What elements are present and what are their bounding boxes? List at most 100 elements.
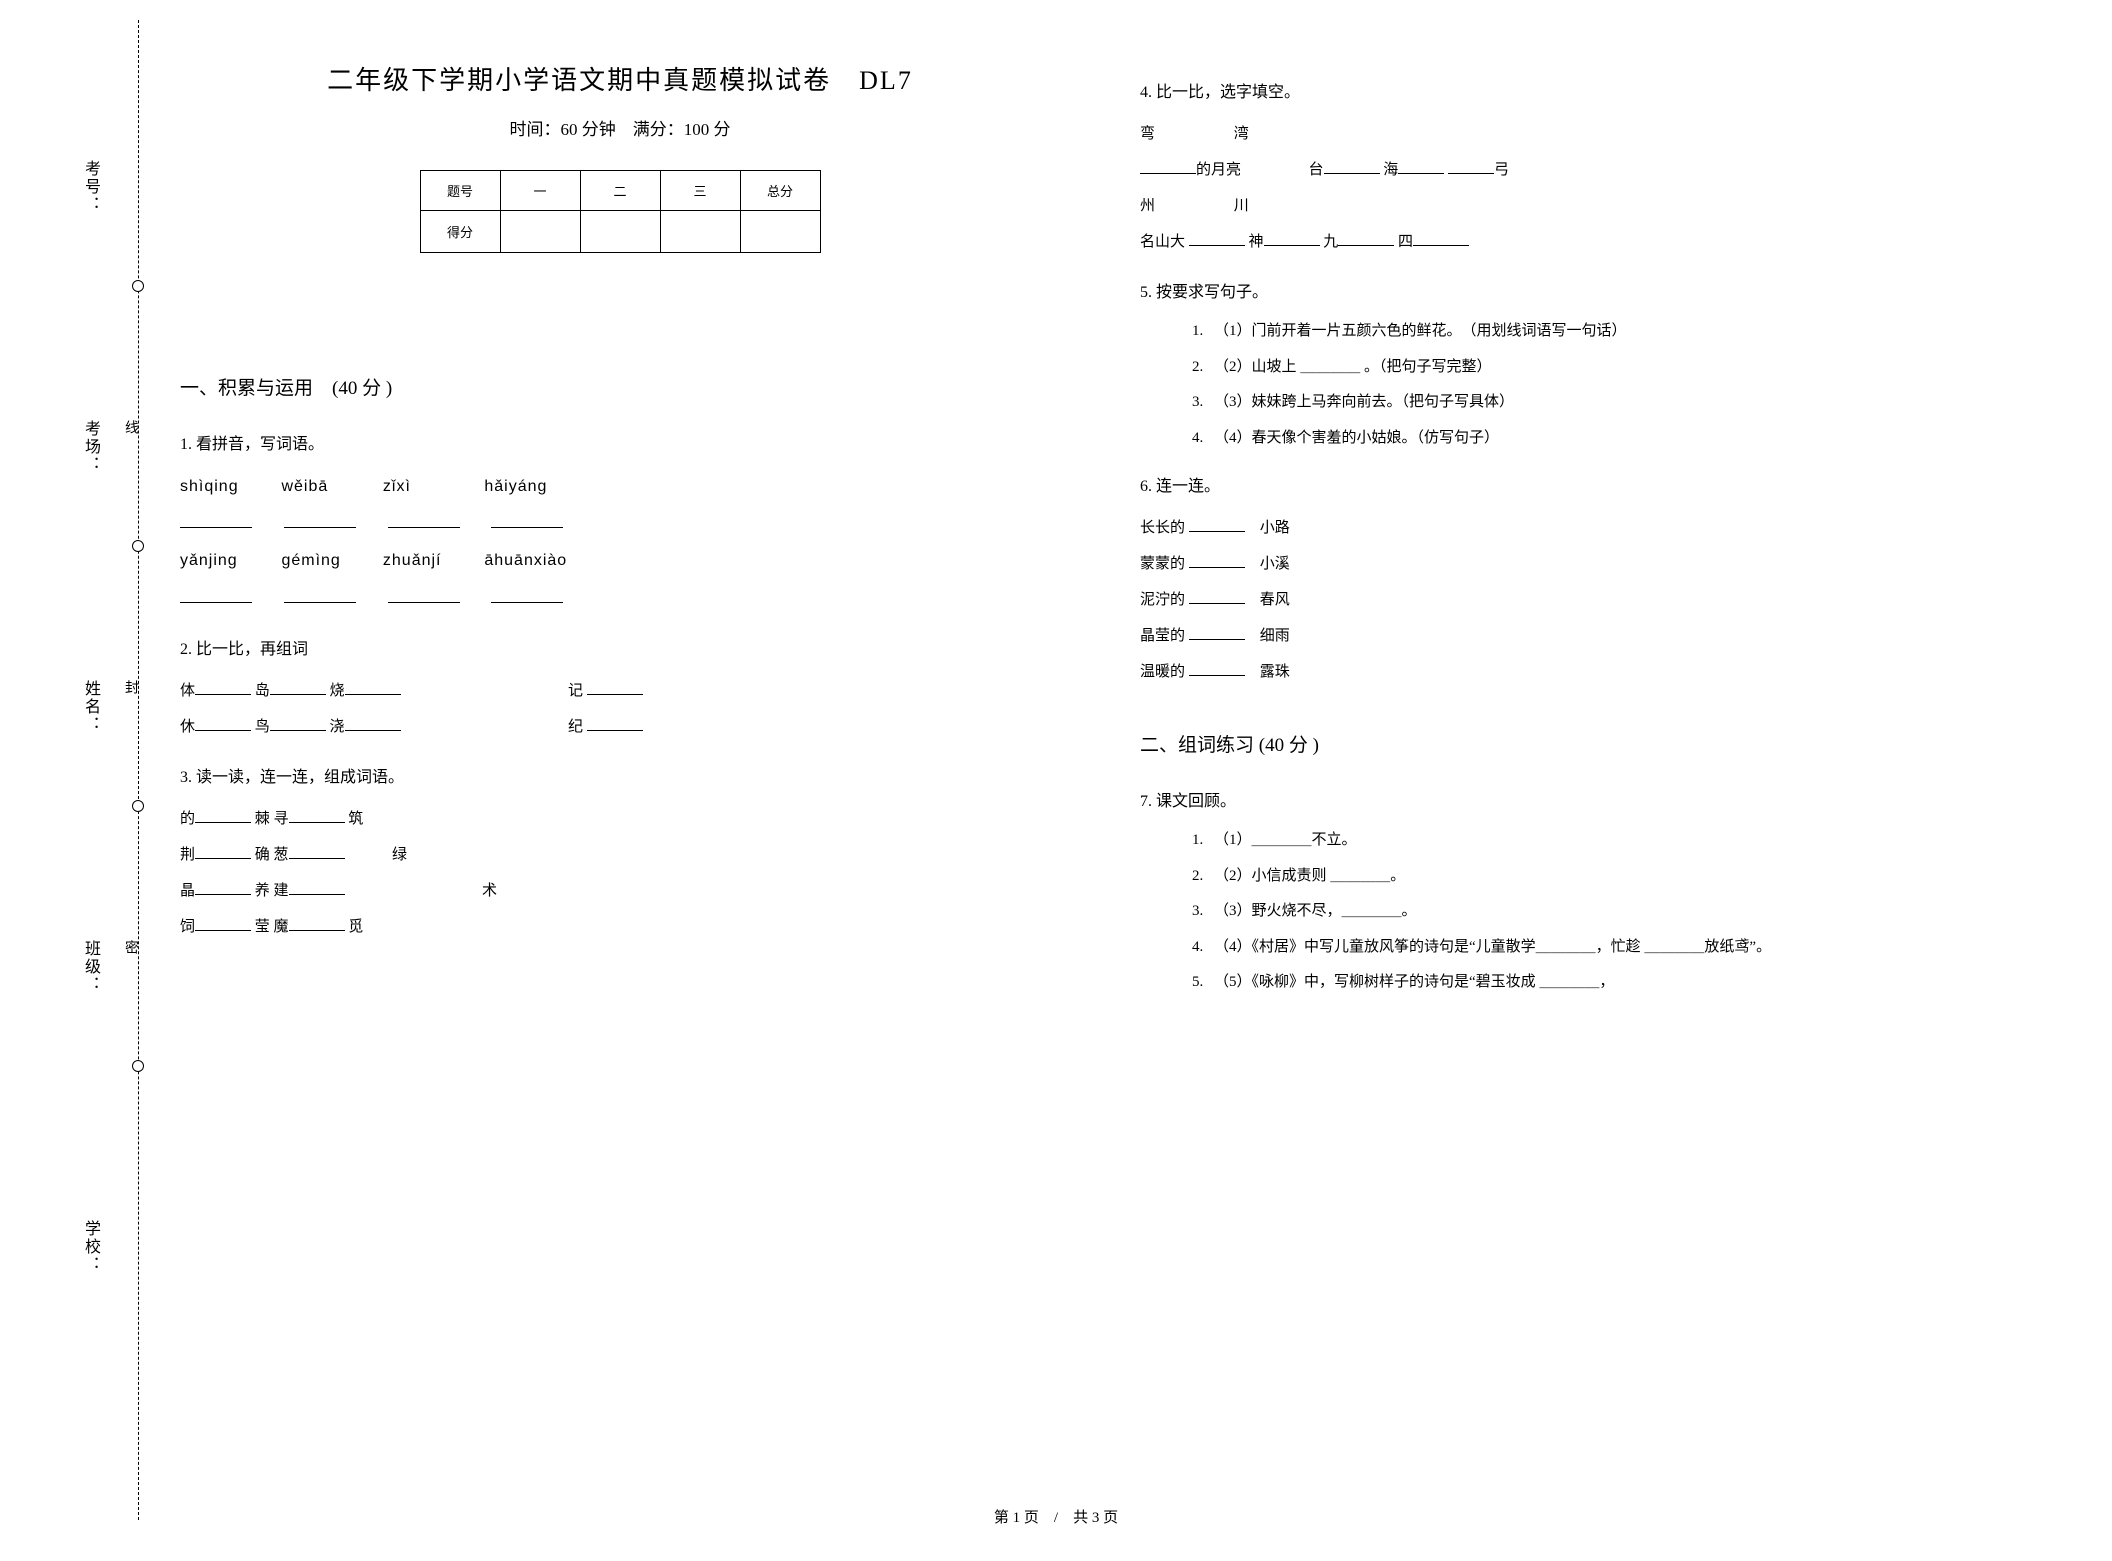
- sub-text: （4）《村居》中写儿童放风筝的诗句是“儿童散学＿＿＿＿，忙趁 ＿＿＿＿放纸鸢”。: [1214, 939, 1771, 955]
- binding-circle: [132, 1060, 144, 1072]
- answer-blank[interactable]: [289, 916, 345, 931]
- answer-blank[interactable]: [284, 588, 356, 603]
- answer-blank[interactable]: [1398, 159, 1444, 174]
- answer-blank[interactable]: [270, 680, 326, 695]
- txt: 九: [1323, 234, 1338, 250]
- seal-text-feng: 封: [120, 680, 140, 694]
- right: 细雨: [1260, 628, 1290, 644]
- q-num: 3.: [180, 769, 192, 786]
- answer-blank[interactable]: [587, 716, 643, 731]
- score-col: 总分: [740, 171, 820, 211]
- question-1: 1. 看拼音，写词语。: [180, 430, 1060, 454]
- q-num: 6.: [1140, 478, 1152, 495]
- char: 晶: [180, 883, 195, 899]
- binding-circle: [132, 800, 144, 812]
- txt: 台: [1309, 162, 1324, 178]
- binding-label-class: 班级：: [78, 940, 102, 994]
- score-cell: [500, 211, 580, 253]
- q-text: 比一比，选字填空。: [1156, 84, 1300, 101]
- blank-row: [180, 581, 1060, 617]
- score-col: 三: [660, 171, 740, 211]
- sub-num: 3.: [1192, 387, 1214, 419]
- answer-blank[interactable]: [1189, 625, 1245, 640]
- answer-blank[interactable]: [587, 680, 643, 695]
- answer-blank[interactable]: [1189, 589, 1245, 604]
- blank-row: [180, 506, 1060, 542]
- char: 烧: [330, 683, 345, 699]
- pinyin: zǐxì: [383, 468, 479, 506]
- answer-blank[interactable]: [1338, 231, 1394, 246]
- answer-blank[interactable]: [195, 808, 251, 823]
- txt: 名山大: [1140, 234, 1185, 250]
- q-num: 4.: [1140, 84, 1152, 101]
- sub-num: 5.: [1192, 967, 1214, 999]
- answer-blank[interactable]: [289, 844, 345, 859]
- q-num: 2.: [180, 641, 192, 658]
- answer-blank[interactable]: [345, 680, 401, 695]
- score-table: 题号 一 二 三 总分 得分: [420, 170, 821, 253]
- answer-blank[interactable]: [388, 588, 460, 603]
- answer-blank[interactable]: [195, 916, 251, 931]
- char: 荆: [180, 847, 195, 863]
- char: 术: [482, 883, 497, 899]
- answer-blank[interactable]: [1264, 231, 1320, 246]
- table-row: 题号 一 二 三 总分: [420, 171, 820, 211]
- answer-blank[interactable]: [289, 880, 345, 895]
- answer-blank[interactable]: [491, 588, 563, 603]
- sub-text: （1）门前开着一片五颜六色的鲜花。 （用划线词语写一句话）: [1214, 323, 1627, 339]
- q4-content: 弯 湾 的月亮 台 海 弓 州 川 名山大 神 九 四: [1140, 116, 2020, 260]
- match-row: 晶莹的 细雨: [1140, 618, 2020, 654]
- answer-blank[interactable]: [1189, 553, 1245, 568]
- sub-text: （2）山坡上 ＿＿＿＿ 。（把句子写完整）: [1214, 359, 1492, 375]
- char: 纪: [568, 719, 583, 735]
- page-footer: 第 1 页 / 共 3 页: [0, 1506, 2112, 1527]
- match-row: 蒙蒙的 小溪: [1140, 546, 2020, 582]
- answer-blank[interactable]: [270, 716, 326, 731]
- answer-blank[interactable]: [1413, 231, 1469, 246]
- answer-blank[interactable]: [1448, 159, 1494, 174]
- answer-blank[interactable]: [1324, 159, 1380, 174]
- q-text: 读一读，连一连，组成词语。: [196, 769, 404, 786]
- answer-blank[interactable]: [388, 513, 460, 528]
- binding-label-room: 考场：: [78, 420, 102, 474]
- pinyin-row: yǎnjing gémìng zhuǎnjí āhuānxiào: [180, 542, 1060, 580]
- left: 蒙蒙的: [1140, 556, 1185, 572]
- answer-blank[interactable]: [284, 513, 356, 528]
- char: 弯: [1140, 116, 1230, 152]
- left: 泥泞的: [1140, 592, 1185, 608]
- pinyin: hǎiyáng: [484, 468, 580, 506]
- answer-blank[interactable]: [195, 680, 251, 695]
- binding-label-examno: 考号：: [78, 160, 102, 214]
- answer-blank[interactable]: [180, 588, 252, 603]
- answer-blank[interactable]: [345, 716, 401, 731]
- binding-dashed-line: [138, 20, 139, 1520]
- question-4: 4. 比一比，选字填空。: [1140, 78, 2020, 102]
- answer-blank[interactable]: [1140, 159, 1196, 174]
- answer-blank[interactable]: [195, 880, 251, 895]
- txt: 弓: [1494, 162, 1509, 178]
- txt: 的月亮: [1196, 162, 1241, 178]
- txt: 四: [1398, 234, 1413, 250]
- answer-blank[interactable]: [289, 808, 345, 823]
- answer-blank[interactable]: [491, 513, 563, 528]
- q-text: 连一连。: [1156, 478, 1220, 495]
- list-item: 2.（2）小信成责则 ＿＿＿＿。: [1192, 861, 2020, 893]
- char: 休: [180, 719, 195, 735]
- list-item: 3.（3）妹妹跨上马奔向前去。（把句子写具体）: [1192, 387, 2020, 419]
- answer-blank[interactable]: [195, 716, 251, 731]
- answer-blank[interactable]: [180, 513, 252, 528]
- q4-pair: 弯 湾: [1140, 116, 2020, 152]
- score-cell: [660, 211, 740, 253]
- q3-line: 的 棘 寻 筑: [180, 801, 1060, 837]
- answer-blank[interactable]: [1189, 661, 1245, 676]
- table-row: 得分: [420, 211, 820, 253]
- question-7: 7. 课文回顾。: [1140, 787, 2020, 811]
- sub-text: （4）春天像个害羞的小姑娘。（仿写句子）: [1214, 430, 1499, 446]
- q1-content: shìqing wěibā zǐxì hǎiyáng yǎnjing gémìn…: [180, 468, 1060, 617]
- char: 筑: [348, 811, 363, 827]
- q2-line: 体 岛 烧 记: [180, 673, 1060, 709]
- answer-blank[interactable]: [1189, 517, 1245, 532]
- binding-circle: [132, 280, 144, 292]
- answer-blank[interactable]: [1189, 231, 1245, 246]
- answer-blank[interactable]: [195, 844, 251, 859]
